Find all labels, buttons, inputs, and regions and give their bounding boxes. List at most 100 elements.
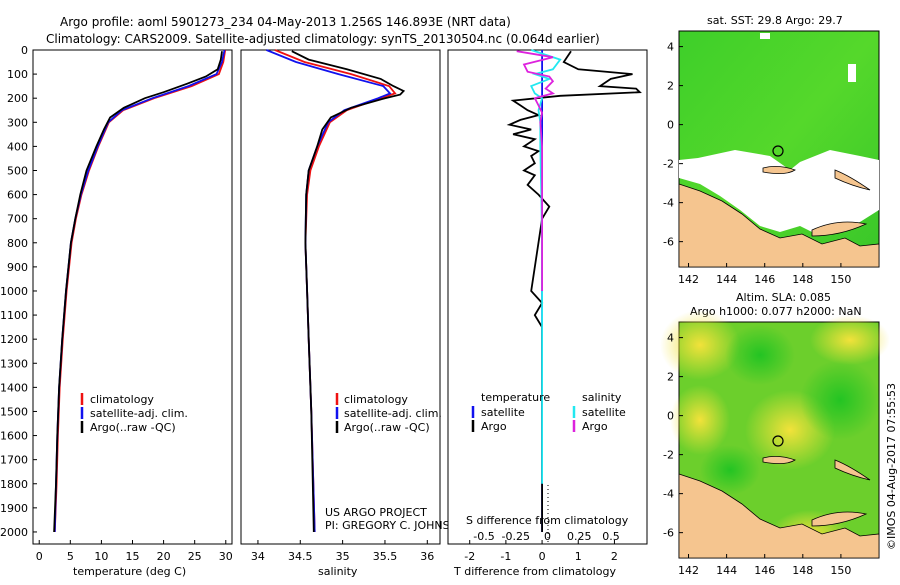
difference-legend: temperature satellite Argo salinity sate…	[471, 391, 626, 433]
salinity-panel: 34 34.5 35 35.5 36 salinity climatology sate…	[240, 49, 466, 578]
x-tick-label: 15	[126, 550, 140, 563]
depth-tick-label: 1400	[0, 381, 28, 394]
sst-map-panel: sat. SST: 29.8 Argo: 29.7 142 144 146 148 15…	[663, 14, 880, 286]
diff-legend-salinity: salinity	[582, 391, 622, 404]
difference-top-ticks: -0.5 -0.25 0 0.25 0.5	[473, 530, 619, 543]
map-x-tick-label: 148	[792, 273, 813, 286]
series-line-salinity-argo	[516, 50, 556, 291]
depth-tick-label: 1200	[0, 333, 28, 346]
depth-tick-label: 100	[7, 68, 28, 81]
difference-x-label: T difference from climatology	[453, 565, 616, 578]
depth-tick-label: 1500	[0, 405, 28, 418]
series-line-temperature-argo	[506, 50, 642, 532]
salinity-x-label: salinity	[318, 565, 358, 578]
x-tick-label: 10	[94, 550, 108, 563]
s-difference-label: S difference from climatology	[466, 514, 629, 527]
depth-tick-label: 600	[7, 189, 28, 202]
sla-land	[678, 456, 880, 559]
depth-tick-label: 1900	[0, 502, 28, 515]
sst-map-title: sat. SST: 29.8 Argo: 29.7	[707, 14, 843, 27]
difference-lines	[506, 49, 642, 532]
x-tick-label: 35	[336, 550, 350, 563]
depth-tick-label: 1100	[0, 309, 28, 322]
sal-legend-satellite: satellite-adj. clim.	[344, 407, 442, 420]
diff-legend-temp-argo: Argo	[481, 420, 507, 433]
top-tick-label: 0.5	[602, 530, 620, 543]
temperature-plot-frame	[32, 49, 233, 545]
difference-panel: -2 -1 0 1 2 -0.5 -0.25 0 0.25 0.5 T difference f…	[447, 49, 648, 578]
depth-tick-label: 1800	[0, 478, 28, 491]
depth-tick-label: 500	[7, 164, 28, 177]
temperature-panel: 0 5 10 15 20 25 30 0 100 200 300 400 500 600 700 800 90…	[0, 44, 233, 578]
x-tick-label: 0	[539, 550, 546, 563]
top-tick-label: -0.5	[473, 530, 494, 543]
sla-map-title-2: Argo h1000: 0.077 h2000: NaN	[690, 305, 862, 318]
map-x-tick-label: 150	[830, 273, 851, 286]
depth-tick-label: 1000	[0, 285, 28, 298]
series-line-argo-raw-qc-	[291, 50, 406, 533]
depth-tick-label: 800	[7, 237, 28, 250]
diff-legend-temp-satellite: satellite	[481, 406, 525, 419]
x-tick-label: 34	[251, 550, 265, 563]
map-y-tick-label: -2	[663, 158, 674, 171]
map-y-tick-label: 2	[667, 80, 674, 93]
sst-white-patches	[679, 33, 879, 236]
difference-plot-frame	[447, 49, 648, 545]
diff-legend-sal-argo: Argo	[582, 420, 608, 433]
depth-tick-label: 1600	[0, 430, 28, 443]
temperature-lines	[53, 49, 227, 533]
map-y-tick-label: 0	[667, 119, 674, 132]
sla-argo-location	[772, 435, 784, 447]
sal-legend-climatology: climatology	[344, 393, 408, 406]
x-tick-label: 0	[36, 550, 43, 563]
map-y-tick-label: 4	[667, 41, 674, 54]
depth-tick-label: 1300	[0, 357, 28, 370]
depth-tick-label: 0	[21, 44, 28, 57]
x-tick-label: 20	[157, 550, 171, 563]
temp-legend-climatology: climatology	[90, 393, 154, 406]
depth-tick-label: 700	[7, 213, 28, 226]
map-y-tick-label: 0	[667, 410, 674, 423]
temperature-x-ticks: 0 5 10 15 20 25 30	[36, 540, 233, 563]
depth-tick-label: 200	[7, 92, 28, 105]
sla-map-title-1: Altim. SLA: 0.085	[736, 291, 831, 304]
map-y-tick-label: -4	[663, 488, 674, 501]
map-x-tick-label: 146	[754, 273, 775, 286]
sst-land	[678, 166, 880, 268]
top-tick-label: -0.25	[502, 530, 530, 543]
x-tick-label: 35.5	[373, 550, 398, 563]
difference-x-ticks: -2 -1 0 1 2	[464, 540, 618, 563]
depth-tick-label: 1700	[0, 454, 28, 467]
x-tick-label: 1	[575, 550, 582, 563]
sla-map-ticks: 142 144 146 148 150 4 2 0 -2 -4 -6	[663, 332, 851, 577]
map-y-tick-label: -2	[663, 449, 674, 462]
map-y-tick-label: -4	[663, 197, 674, 210]
sla-map-panel: Altim. SLA: 0.085 Argo h1000: 0.077 h200…	[660, 291, 890, 577]
temp-legend-argo: Argo(..raw -QC)	[90, 421, 176, 434]
map-y-tick-label: -6	[663, 527, 674, 540]
map-y-tick-label: 2	[667, 371, 674, 384]
credit-line-1: US ARGO PROJECT	[325, 506, 427, 519]
diff-legend-sal-satellite: satellite	[582, 406, 626, 419]
map-x-tick-label: 142	[678, 273, 699, 286]
x-tick-label: -1	[500, 550, 511, 563]
salinity-plot-frame	[240, 49, 441, 545]
map-y-tick-label: 4	[667, 332, 674, 345]
x-tick-label: 25	[188, 550, 202, 563]
map-x-tick-label: 142	[678, 564, 699, 577]
map-y-tick-label: -6	[663, 236, 674, 249]
temperature-legend: climatology satellite-adj. clim. Argo(..…	[80, 393, 188, 434]
depth-tick-label: 2000	[0, 526, 28, 539]
salinity-x-ticks: 34 34.5 35 35.5 36	[251, 540, 434, 563]
series-line-argo-raw-qc-	[53, 51, 223, 533]
sst-map-ticks: 142 144 146 148 150 4 2 0 -2 -4 -6	[663, 41, 851, 286]
x-tick-label: 30	[219, 550, 233, 563]
top-tick-label: 0	[544, 530, 551, 543]
x-tick-label: -2	[464, 550, 475, 563]
x-tick-label: 34.5	[288, 550, 313, 563]
top-tick-label: 0.25	[567, 530, 592, 543]
map-x-tick-label: 146	[754, 564, 775, 577]
map-x-tick-label: 144	[716, 273, 737, 286]
